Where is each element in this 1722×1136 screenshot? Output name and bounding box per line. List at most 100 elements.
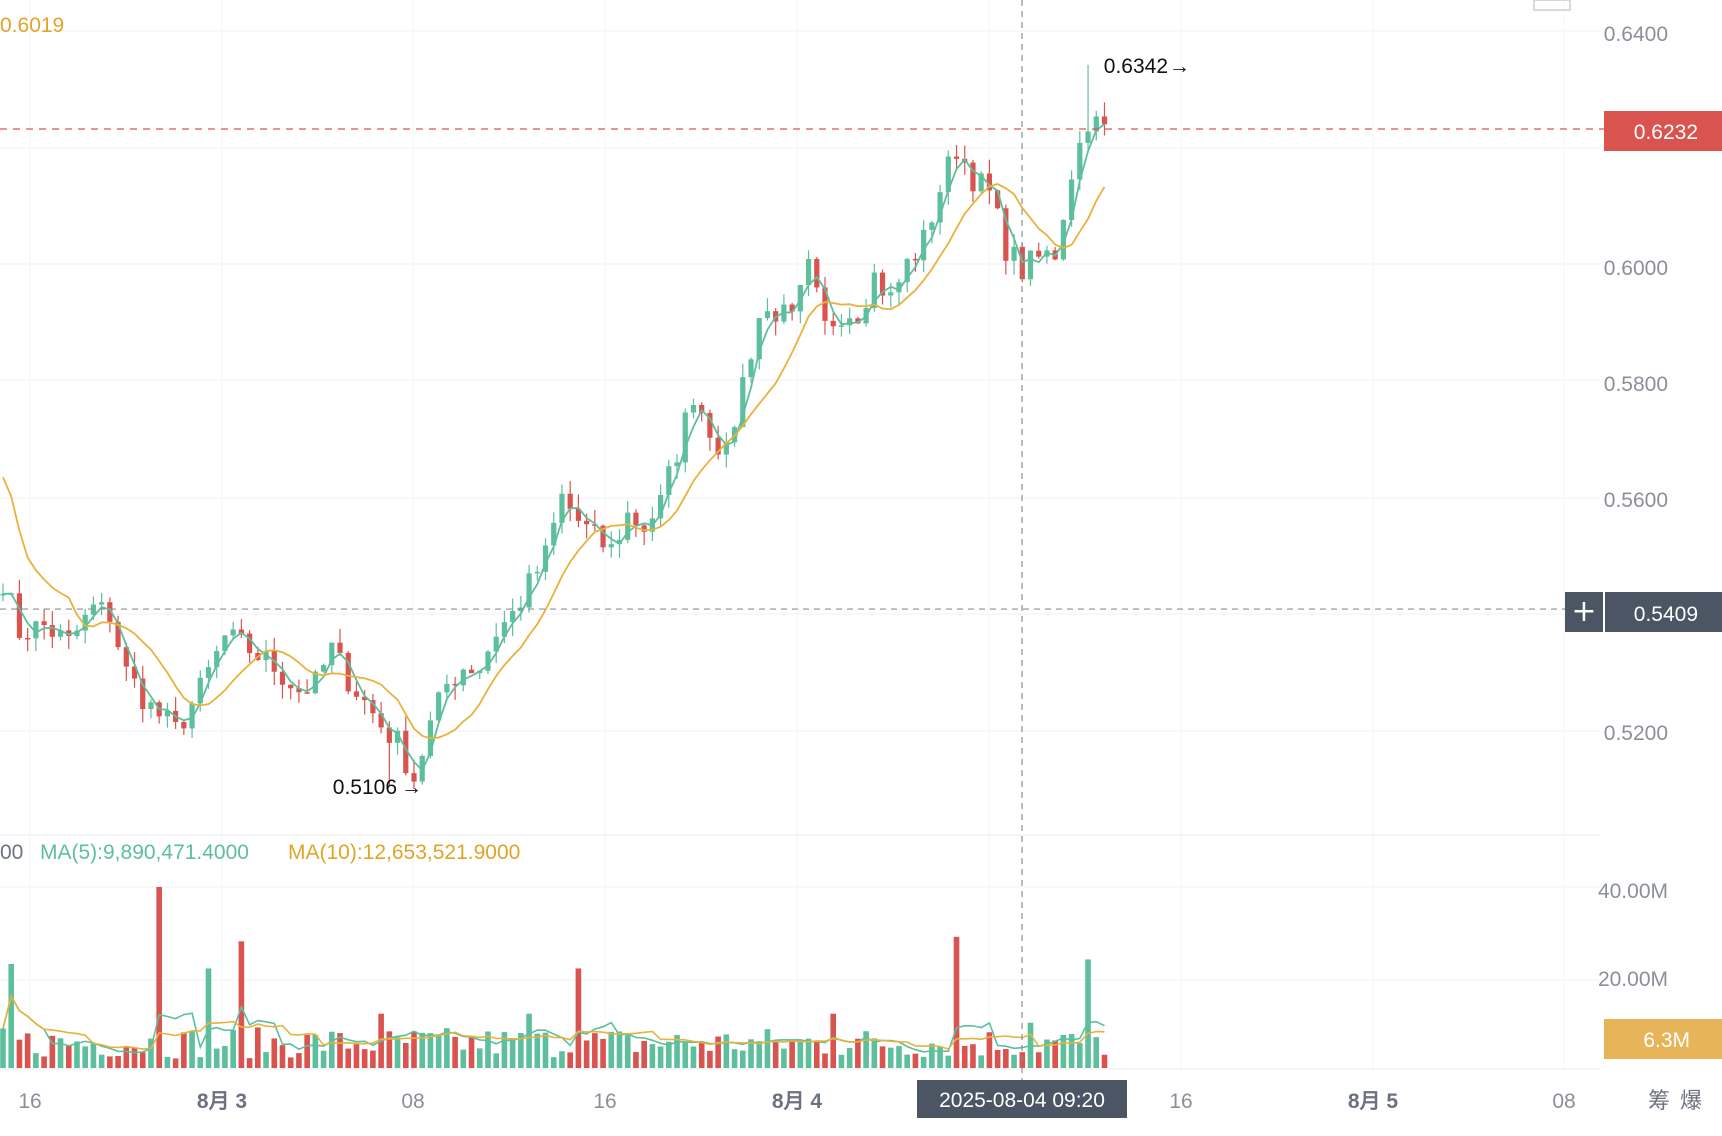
chip-tool-icon[interactable]: 筹 [1648, 1089, 1681, 1114]
burst-tool-icon[interactable]: 爆 [1680, 1089, 1713, 1114]
bottom-toolbar: 筹爆 [1648, 1083, 1712, 1115]
candle-body [1060, 219, 1066, 260]
candle-body [57, 630, 64, 637]
candle-body [1069, 179, 1075, 220]
volume-bar [846, 1048, 853, 1068]
last-price-label: 0.6232 [1634, 121, 1698, 144]
candle-body [33, 621, 39, 639]
crosshair-time-label: 2025-08-04 09:20 [939, 1089, 1105, 1112]
volume-bar [592, 1033, 598, 1068]
volume-bar [444, 1028, 450, 1068]
volume-bar [1044, 1039, 1050, 1068]
candle-body [575, 508, 581, 521]
volume-bar [715, 1036, 721, 1068]
volume-bar [912, 1053, 919, 1068]
volume-bar [649, 1044, 656, 1068]
last-price-tag-bg [1604, 111, 1722, 151]
price-axis: 0.6400 0.6000 0.5800 0.5600 0.5200 [1604, 23, 1668, 745]
volume-bar [312, 1034, 319, 1068]
settings-button[interactable] [1533, 0, 1571, 11]
candle-body [970, 162, 976, 192]
guide-lines [0, 0, 1604, 1080]
candle-body [559, 493, 565, 523]
low-annotation: 0.5106 → [333, 776, 422, 799]
volume-bar [386, 1031, 393, 1068]
volume-bar [740, 1050, 746, 1068]
candle-body [74, 630, 80, 637]
candle-body [304, 692, 310, 694]
volume-bar [271, 1038, 278, 1068]
high-label: 0.6342 [1104, 55, 1168, 78]
candle-body [756, 318, 762, 360]
candle-body [99, 602, 105, 605]
candle-body [847, 318, 853, 326]
volume-bar [16, 1039, 23, 1068]
candle-body [107, 602, 113, 622]
candle-body [164, 710, 170, 717]
volume-bar [879, 1046, 886, 1068]
candle-body [978, 173, 984, 192]
price-ma-slow-line [2, 183, 1106, 740]
volume-bar [641, 1040, 647, 1068]
volume-bar [567, 1052, 573, 1068]
volume-bar [789, 1039, 795, 1068]
candle-body [838, 325, 845, 327]
volume-bar [370, 1050, 376, 1068]
last-volume-label: 6.3M [1643, 1029, 1690, 1052]
candle-body [707, 412, 713, 438]
volume-bar [509, 1037, 516, 1068]
volume-bar [435, 1034, 442, 1068]
time-tick: 08 [1552, 1090, 1575, 1113]
candle-body [879, 272, 886, 296]
candle-body [896, 282, 902, 293]
volume-bar [337, 1033, 343, 1068]
price-tick: 0.5600 [1604, 489, 1668, 512]
volume-bar [164, 1056, 171, 1068]
volume-bar [222, 1045, 228, 1068]
volume-bar [756, 1041, 763, 1068]
candle-body [789, 304, 795, 312]
candle-body [214, 650, 220, 668]
volume-bar [797, 1040, 804, 1068]
candle-body [123, 647, 129, 667]
volume-bar [419, 1032, 426, 1068]
volume-bar [8, 963, 15, 1068]
candle-body [444, 683, 450, 693]
last-volume-tag: 6.3M [1604, 1019, 1722, 1059]
candle-body [131, 666, 138, 679]
candle-body [230, 629, 236, 636]
volume-bar [550, 1057, 557, 1068]
candle-body [345, 652, 351, 692]
candle-body [888, 292, 894, 296]
volume-bar [452, 1036, 458, 1068]
candle-body [830, 320, 836, 327]
crosshair-button-bg[interactable] [1565, 592, 1603, 632]
last-volume-tag-bg [1604, 1019, 1722, 1059]
candle-body [584, 520, 590, 525]
candle-body [222, 635, 228, 651]
volume-bars [0, 887, 1108, 1068]
candle-body [115, 621, 121, 648]
volume-bar [279, 1045, 286, 1068]
volume-bar [189, 1031, 195, 1068]
crosshair-price-label: 0.5409 [1634, 603, 1698, 626]
volume-ma5-line [2, 994, 1105, 1054]
volume-bar [197, 1057, 204, 1068]
candle-body [1011, 246, 1017, 261]
candle-body [715, 437, 721, 455]
volume-bar [57, 1038, 64, 1068]
candle-body [929, 222, 935, 230]
volume-bar [953, 936, 960, 1068]
crosshair-price-bg [1605, 592, 1722, 632]
candle-body [1093, 116, 1099, 132]
candle-body [386, 727, 392, 743]
candle-body [296, 688, 302, 693]
volume-bar [1093, 1037, 1100, 1068]
legend: 0.6019 00 MA(5):9,890,471.4000 MA(10):12… [0, 14, 520, 864]
candle-body [690, 404, 697, 413]
plus-icon[interactable]: + [1571, 594, 1596, 629]
candle-body [534, 571, 540, 574]
candle-body [986, 173, 992, 191]
candle-body [16, 593, 23, 638]
volume-bar [838, 1054, 845, 1068]
